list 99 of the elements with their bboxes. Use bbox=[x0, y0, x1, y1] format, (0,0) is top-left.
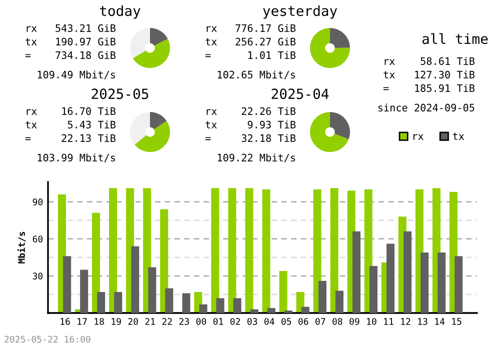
chart-title: 2025-05 bbox=[92, 88, 148, 100]
x-tick-label: 10 bbox=[367, 318, 376, 325]
bar bbox=[352, 231, 360, 313]
text: = 22.13 TiB bbox=[25, 134, 116, 142]
chart-title: yesterday bbox=[263, 5, 338, 19]
x-tick-label: 05 bbox=[281, 318, 292, 325]
bar bbox=[250, 309, 258, 313]
x-tick-label: 08 bbox=[332, 318, 342, 325]
text: rx 543.21 GiB bbox=[26, 24, 116, 32]
x-tick-label: 06 bbox=[298, 318, 308, 325]
y-tick-label: 30 bbox=[32, 272, 43, 280]
text: = 32.18 TiB bbox=[205, 134, 296, 142]
bar bbox=[301, 306, 310, 313]
donut-slice bbox=[330, 28, 350, 48]
donut-slice bbox=[134, 120, 170, 152]
donut-slice bbox=[330, 112, 350, 140]
bar bbox=[92, 212, 100, 313]
bar bbox=[404, 231, 412, 313]
bar bbox=[335, 290, 344, 313]
bar bbox=[216, 298, 224, 313]
text: tx 9.93 TiB bbox=[206, 120, 296, 128]
bar bbox=[160, 209, 168, 313]
donut-slice bbox=[130, 28, 150, 58]
text: tx 190.97 GiB bbox=[26, 38, 116, 46]
bar bbox=[97, 292, 106, 313]
donut-slice bbox=[310, 112, 349, 152]
x-tick-label: 18 bbox=[94, 318, 104, 325]
text: tx 256.27 GiB bbox=[206, 38, 296, 46]
donut-slice bbox=[150, 28, 168, 46]
text: 103.99 Mbit/s bbox=[38, 154, 115, 162]
text: rx 16.70 TiB bbox=[26, 107, 116, 115]
x-tick-label: 04 bbox=[264, 318, 274, 325]
text: 102.65 Mbit/s bbox=[218, 70, 295, 80]
text: tx 5.43 TiB bbox=[26, 120, 116, 128]
x-tick-label: 12 bbox=[401, 318, 410, 325]
text: rx 58.61 TiB bbox=[384, 57, 475, 65]
x-tick-label: 20 bbox=[128, 318, 138, 325]
bar bbox=[313, 189, 322, 313]
bar bbox=[199, 304, 208, 313]
chart-title: today bbox=[100, 5, 140, 19]
bar bbox=[228, 188, 236, 313]
x-tick-label: 03 bbox=[247, 318, 258, 325]
x-tick-label: 11 bbox=[384, 318, 394, 325]
bar bbox=[369, 266, 378, 313]
text: 109.22 Mbit/s bbox=[218, 154, 295, 162]
y-axis-title: Mbit/s bbox=[17, 232, 26, 264]
bar bbox=[131, 246, 140, 313]
chart-title: 2025-04 bbox=[272, 88, 329, 100]
x-tick-label: 19 bbox=[112, 318, 121, 325]
text: 109.49 Mbit/s bbox=[38, 70, 115, 80]
bar bbox=[267, 308, 276, 313]
x-tick-label: 21 bbox=[145, 318, 155, 325]
text: all time bbox=[422, 33, 488, 44]
donut-slice bbox=[132, 38, 170, 68]
x-tick-label: 14 bbox=[435, 318, 445, 325]
bar bbox=[420, 252, 429, 313]
bar bbox=[165, 288, 174, 313]
legend-label: tx bbox=[452, 132, 464, 140]
x-tick-label: 07 bbox=[316, 318, 326, 325]
x-tick-label: 16 bbox=[60, 318, 70, 325]
bar bbox=[80, 270, 88, 313]
text: = 734.18 GiB bbox=[25, 51, 116, 59]
bar bbox=[330, 188, 338, 313]
text: tx 127.30 TiB bbox=[384, 70, 475, 78]
text: rx 776.17 GiB bbox=[206, 24, 296, 32]
text: 2025-05-22 16:00 bbox=[4, 336, 90, 343]
x-tick-label: 13 bbox=[418, 318, 428, 325]
donut-slice bbox=[310, 28, 350, 68]
legend-label: rx bbox=[413, 134, 424, 140]
y-tick-label: 90 bbox=[32, 198, 43, 206]
x-tick-label: 00 bbox=[196, 318, 206, 325]
bar bbox=[279, 270, 288, 313]
bar bbox=[148, 267, 156, 313]
x-tick-label: 15 bbox=[452, 318, 462, 325]
x-tick-label: 22 bbox=[162, 318, 172, 325]
text: = 1.01 TiB bbox=[205, 51, 296, 59]
bar bbox=[318, 280, 326, 313]
x-tick-label: 17 bbox=[78, 318, 87, 325]
bar bbox=[438, 252, 446, 313]
bar bbox=[114, 292, 122, 313]
x-tick-label: 23 bbox=[179, 318, 189, 325]
bar bbox=[454, 256, 463, 313]
text: since 2024-09-05 bbox=[378, 104, 474, 112]
bar bbox=[233, 298, 242, 313]
donut-slice bbox=[130, 112, 150, 145]
bar bbox=[63, 256, 72, 313]
x-tick-label: 01 bbox=[213, 318, 224, 325]
bar bbox=[386, 244, 395, 313]
bar bbox=[211, 188, 220, 313]
bar bbox=[262, 189, 270, 313]
x-tick-label: 09 bbox=[350, 318, 360, 325]
text: rx 22.26 TiB bbox=[206, 107, 296, 115]
donut-slice bbox=[150, 112, 167, 130]
bar bbox=[182, 293, 190, 313]
bar bbox=[245, 188, 254, 313]
y-tick-label: 60 bbox=[32, 236, 43, 242]
bar bbox=[109, 188, 118, 313]
text: = 185.91 TiB bbox=[383, 84, 475, 92]
x-tick-label: 02 bbox=[230, 318, 240, 325]
